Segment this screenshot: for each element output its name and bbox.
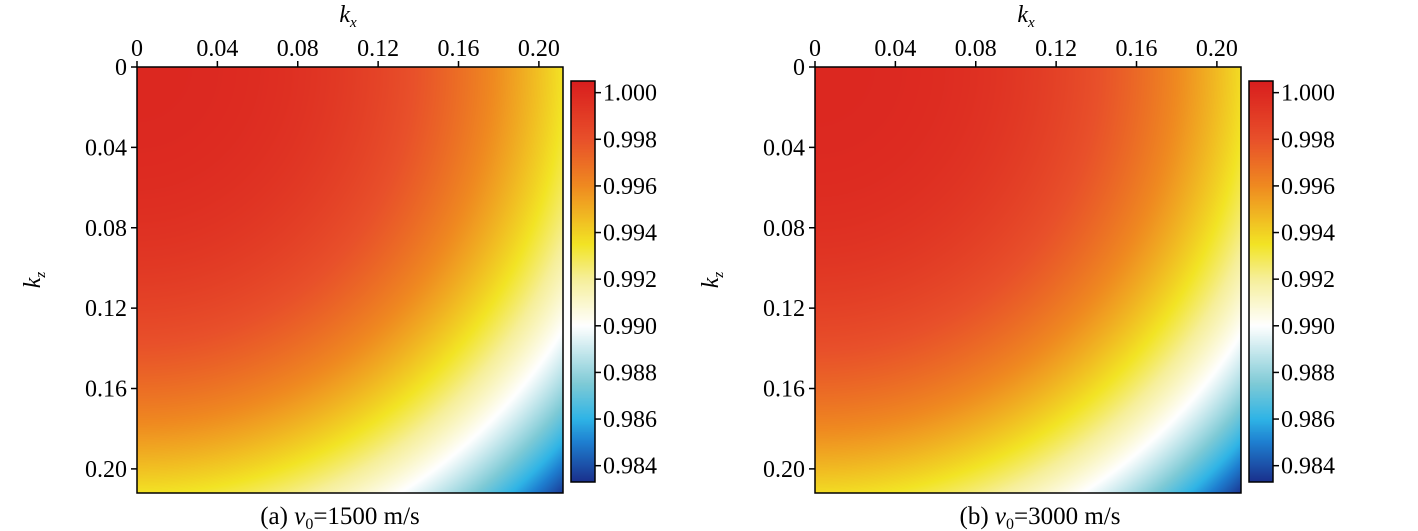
x-tick-label: 0.04 (196, 36, 238, 62)
colorbar-tick-label: 0.996 (603, 174, 657, 200)
x-tick-label: 0 (131, 36, 143, 62)
y-tick-label: 0 (793, 55, 805, 81)
colorbar: 1.000 0.998 0.996 0.994 0.992 0.990 0.988 0.986… (570, 80, 657, 483)
colorbar-tick-label: 0.984 (603, 454, 657, 480)
colorbar-tick-label: 0.994 (603, 221, 657, 247)
colorbar-tick-label: 0.990 (1281, 314, 1335, 340)
y-tick-label: 0 (115, 55, 127, 81)
colorbar-tick-label: 0.988 (1281, 360, 1335, 386)
x-tick-label: 0.12 (357, 36, 399, 62)
panel-caption: (b) v0=3000 m/s (960, 503, 1121, 531)
colorbar-tick-label: 0.998 (603, 127, 657, 153)
x-tick-label: 0.12 (1035, 36, 1077, 62)
colorbar-tick-label: 0.996 (1281, 174, 1335, 200)
y-tick-label: 0.20 (763, 457, 805, 483)
colorbar-tick-label: 0.990 (603, 314, 657, 340)
panel-b: 0 0.04 0.08 0.12 0.16 0.20 0 0.04 0.08 0.12 0.16 0.… (698, 2, 1335, 531)
y-tick-label: 0.08 (85, 216, 127, 242)
x-tick-label: 0.16 (1116, 36, 1158, 62)
y-tick-label: 0.04 (763, 135, 805, 161)
colorbar-gradient (1249, 81, 1273, 482)
x-tick-label: 0.08 (955, 36, 997, 62)
y-tick-label: 0.16 (85, 377, 127, 403)
colorbar-tick-label: 1.000 (1281, 81, 1335, 107)
colorbar-tick-label: 0.986 (603, 407, 657, 433)
colorbar-tick-label: 0.992 (1281, 267, 1335, 293)
x-axis-label: kx (1017, 2, 1035, 31)
panel-caption: (a) v0=1500 m/s (260, 503, 420, 531)
colorbar-tick-label: 0.986 (1281, 407, 1335, 433)
heatmap-field (815, 67, 1241, 493)
colorbar-tick-label: 0.988 (603, 360, 657, 386)
x-tick-label: 0.04 (874, 36, 916, 62)
colorbar-frame (1248, 80, 1274, 483)
y-tick-label: 0.08 (763, 216, 805, 242)
y-axis-label: kz (698, 272, 727, 289)
y-axis-label: kz (20, 272, 49, 289)
colorbar-tick-label: 0.992 (603, 267, 657, 293)
colorbar-frame (570, 80, 596, 483)
x-axis-label: kx (339, 2, 357, 31)
colorbar: 1.000 0.998 0.996 0.994 0.992 0.990 0.988 0.986… (1248, 80, 1335, 483)
colorbar-tick-label: 0.994 (1281, 221, 1335, 247)
x-tick-label: 0 (809, 36, 821, 62)
colorbar-gradient (571, 81, 595, 482)
colorbar-tick-label: 0.984 (1281, 454, 1335, 480)
x-tick-label: 0.20 (1196, 36, 1238, 62)
plot-frame (136, 66, 564, 494)
x-tick-label: 0.08 (277, 36, 319, 62)
x-tick-label: 0.16 (438, 36, 480, 62)
x-tick-label: 0.20 (518, 36, 560, 62)
panel-a: 0 0.04 0.08 0.12 0.16 0.20 0 0.04 0.08 0.12 0.16 0.… (20, 2, 657, 531)
heatmap-field (137, 67, 563, 493)
colorbar-tick-label: 1.000 (603, 81, 657, 107)
y-tick-label: 0.16 (763, 377, 805, 403)
plot-frame (814, 66, 1242, 494)
y-tick-label: 0.12 (763, 296, 805, 322)
colorbar-tick-label: 0.998 (1281, 127, 1335, 153)
y-tick-label: 0.12 (85, 296, 127, 322)
y-tick-label: 0.04 (85, 135, 127, 161)
y-tick-label: 0.20 (85, 457, 127, 483)
